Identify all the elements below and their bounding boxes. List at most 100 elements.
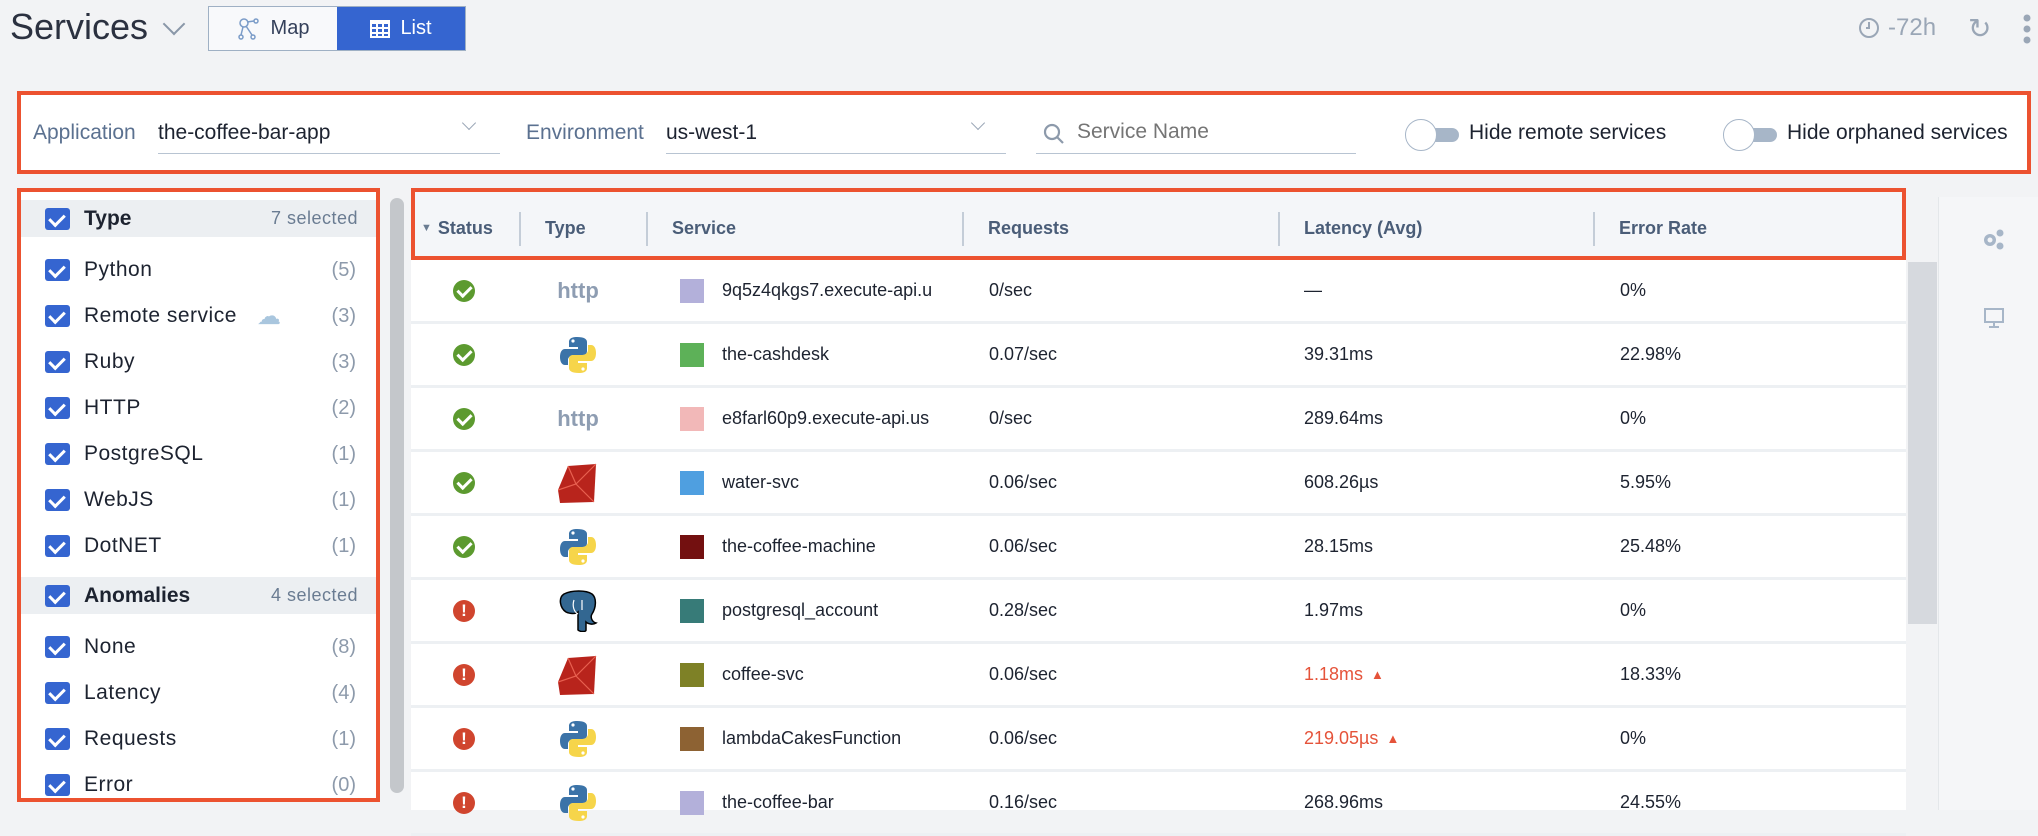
filter-checkbox[interactable] [45, 636, 70, 658]
anomalies-group-checkbox[interactable] [45, 584, 70, 607]
service-cell[interactable]: lambdaCakesFunction [680, 708, 948, 769]
map-view-button[interactable]: Map [209, 7, 337, 50]
filter-checkbox[interactable] [45, 682, 70, 704]
column-divider[interactable] [1278, 212, 1280, 246]
column-header-error-rate[interactable]: Error Rate [1619, 217, 1708, 238]
table-row[interactable]: the-coffee-machine 0.06/sec 28.15ms 25.48% [411, 516, 1906, 580]
filter-item-postgresql[interactable]: PostgreSQL (1) [21, 431, 376, 477]
column-divider[interactable] [962, 212, 964, 246]
service-cell[interactable]: coffee-svc [680, 644, 948, 705]
filter-checkbox[interactable] [45, 489, 70, 511]
table-row[interactable]: water-svc 0.06/sec 608.26µs 5.95% [411, 452, 1906, 516]
chevron-down-icon[interactable] [162, 12, 186, 36]
table-scrollbar[interactable] [1908, 262, 1937, 624]
hide-remote-toggle[interactable] [1405, 119, 1459, 151]
filter-item-latency[interactable]: Latency (4) [21, 670, 376, 716]
filter-item-http[interactable]: HTTP (2) [21, 385, 376, 431]
service-cell[interactable]: postgresql_account [680, 580, 948, 641]
time-range-button[interactable]: -72h [1858, 14, 1936, 42]
environment-select[interactable]: us-west-1 [666, 121, 758, 144]
service-name-link[interactable]: the-coffee-machine [722, 536, 876, 556]
service-cell[interactable]: water-svc [680, 452, 948, 513]
latency-value: 39.31ms [1304, 344, 1374, 364]
status-cell [453, 324, 475, 385]
service-cell[interactable]: the-coffee-machine [680, 516, 948, 577]
table-row[interactable]: ! lambdaCakesFunction 0.06/sec 219.05µs ▲ 0% [411, 708, 1906, 772]
table-row[interactable]: ! coffee-svc 0.06/sec 1.18ms ▲ 18.33% [411, 644, 1906, 708]
column-header-type[interactable]: Type [545, 217, 586, 238]
search-underline [1036, 153, 1356, 154]
column-header-service[interactable]: Service [672, 217, 737, 238]
filter-item-error[interactable]: Error (0) [21, 762, 376, 798]
status-cell [453, 452, 475, 513]
service-name-search-input[interactable] [1077, 115, 1367, 149]
table-row[interactable]: ! postgresql_account 0.28/sec 1.97ms 0% [411, 580, 1906, 644]
filter-item-requests[interactable]: Requests (1) [21, 716, 376, 762]
filter-checkbox[interactable] [45, 259, 70, 281]
column-divider[interactable] [646, 212, 648, 246]
hide-orphaned-toggle[interactable] [1723, 119, 1777, 151]
error-rate-cell: 0% [1620, 728, 1647, 748]
monitor-icon[interactable] [1983, 307, 2005, 329]
requests-cell: 0.16/sec [989, 792, 1058, 812]
table-row[interactable]: http 9q5z4qkgs7.execute-api.u 0/sec — 0% [411, 260, 1906, 324]
column-header-latency[interactable]: Latency (Avg) [1304, 217, 1423, 238]
list-view-button[interactable]: List [337, 7, 465, 50]
refresh-icon[interactable]: ↻ [1968, 13, 1992, 44]
service-name-link[interactable]: water-svc [722, 472, 800, 492]
filter-panel-scrollbar[interactable] [390, 198, 404, 793]
status-cell: ! [453, 580, 475, 641]
status-ok-icon [453, 343, 475, 366]
service-name-link[interactable]: the-coffee-bar [722, 792, 834, 812]
chevron-down-icon[interactable] [461, 115, 477, 131]
anomalies-selected-count: 4 selected [270, 585, 358, 605]
service-cell[interactable]: the-cashdesk [680, 324, 948, 385]
filter-checkbox[interactable] [45, 535, 70, 557]
table-row[interactable]: the-cashdesk 0.07/sec 39.31ms 22.98% [411, 324, 1906, 388]
filter-checkbox[interactable] [45, 774, 70, 796]
service-name-link[interactable]: lambdaCakesFunction [722, 728, 902, 748]
service-cell[interactable]: the-coffee-bar [680, 772, 948, 833]
filter-item-label: Error [84, 773, 134, 796]
service-name-link[interactable]: coffee-svc [722, 664, 804, 684]
filter-checkbox[interactable] [45, 443, 70, 465]
table-row[interactable]: ! the-coffee-bar 0.16/sec 268.96ms 24.55% [411, 772, 1906, 836]
application-select[interactable]: the-coffee-bar-app [158, 121, 331, 144]
table-row[interactable]: http e8farl60p9.execute-api.us 0/sec 289.64… [411, 388, 1906, 452]
latency-value: — [1304, 280, 1322, 300]
service-name-link[interactable]: postgresql_account [722, 600, 879, 620]
application-underline [158, 153, 500, 154]
settings-gears-icon[interactable] [1981, 227, 2005, 251]
column-header-status[interactable]: ▼ Status [421, 192, 493, 264]
filter-item-remote-service[interactable]: Remote service ☁ (3) [21, 293, 376, 339]
filter-item-dotnet[interactable]: DotNET (1) [21, 523, 376, 569]
type-group-header[interactable]: Type 7 selected [21, 200, 376, 237]
chevron-down-icon[interactable] [970, 115, 986, 131]
filter-item-none[interactable]: None (8) [21, 624, 376, 670]
environment-label: Environment [526, 121, 644, 144]
service-name-link[interactable]: 9q5z4qkgs7.execute-api.u [722, 280, 933, 300]
more-options-icon[interactable] [2022, 14, 2032, 44]
service-cell[interactable]: e8farl60p9.execute-api.us [680, 388, 948, 449]
filter-checkbox[interactable] [45, 728, 70, 750]
column-header-requests[interactable]: Requests [988, 217, 1070, 238]
latency-value: 608.26µs [1304, 472, 1379, 492]
column-divider[interactable] [519, 212, 521, 246]
filter-item-python[interactable]: Python (5) [21, 247, 376, 293]
filter-item-label: Requests [84, 727, 177, 750]
service-name-link[interactable]: the-cashdesk [722, 344, 830, 364]
filter-checkbox[interactable] [45, 305, 70, 327]
filter-checkbox[interactable] [45, 351, 70, 373]
filter-checkbox[interactable] [45, 397, 70, 419]
type-cell: http [548, 388, 608, 449]
anomalies-group-header[interactable]: Anomalies 4 selected [21, 577, 376, 614]
latency-cell: 1.97ms [1304, 580, 1363, 641]
type-group-checkbox[interactable] [45, 207, 70, 230]
service-name-link[interactable]: e8farl60p9.execute-api.us [722, 408, 930, 428]
cloud-icon: ☁ [257, 302, 281, 330]
column-divider[interactable] [1593, 212, 1595, 246]
filter-item-ruby[interactable]: Ruby (3) [21, 339, 376, 385]
service-cell[interactable]: 9q5z4qkgs7.execute-api.u [680, 260, 948, 321]
filter-item-webjs[interactable]: WebJS (1) [21, 477, 376, 523]
filter-item-count: (2) [331, 396, 356, 419]
